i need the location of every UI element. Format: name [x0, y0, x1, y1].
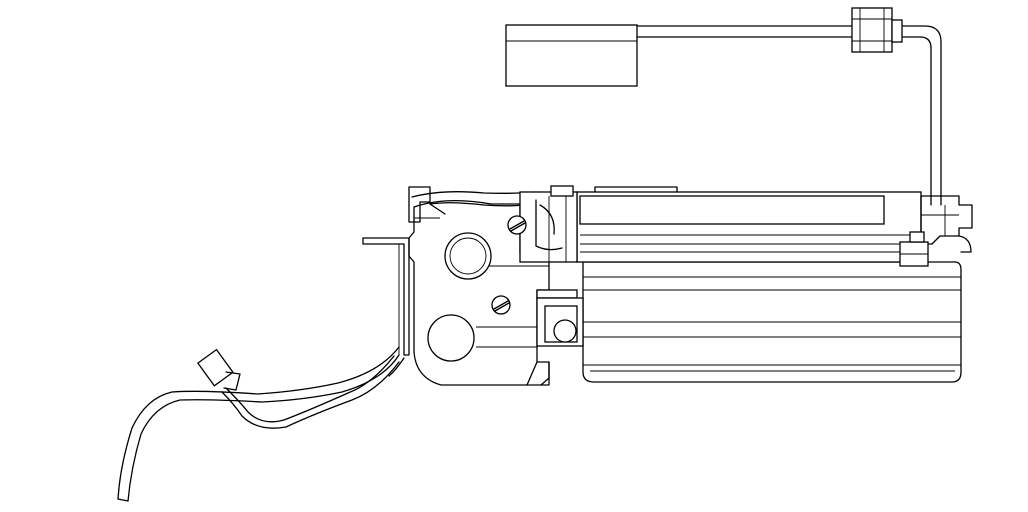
- pivot-pin-upper: [444, 232, 492, 280]
- sensor-module: [505, 24, 638, 87]
- wire-connector: [196, 348, 241, 391]
- cylinder-housing: [582, 261, 962, 383]
- cylinder-top-rail: [576, 186, 922, 263]
- adjust-screw-lower: [491, 295, 511, 315]
- bracket-pin: [553, 319, 577, 343]
- sensor-cable: [636, 25, 942, 206]
- front-l-bracket: [362, 237, 410, 356]
- adjust-screw-upper: [507, 215, 527, 235]
- pivot-pin-lower: [427, 314, 475, 362]
- cable-clip: [851, 7, 903, 53]
- linkage-plate: [519, 185, 578, 263]
- end-cap-fitting: [899, 195, 973, 267]
- wire-harness: [117, 346, 405, 502]
